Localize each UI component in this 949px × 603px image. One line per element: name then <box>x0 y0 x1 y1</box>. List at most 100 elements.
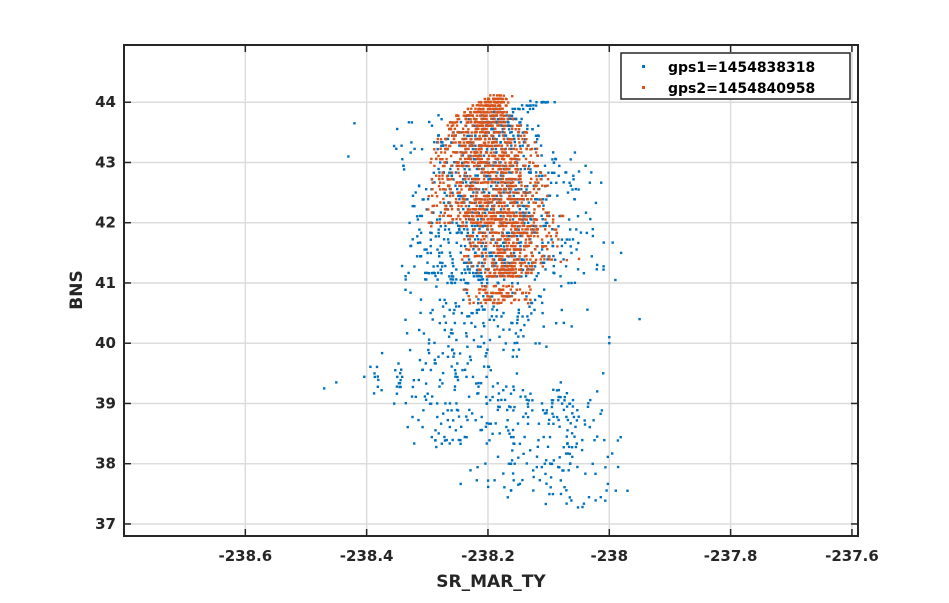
data-point <box>486 144 489 148</box>
data-point <box>471 181 475 184</box>
data-point <box>576 409 579 412</box>
data-point <box>536 445 539 448</box>
data-point <box>608 336 611 339</box>
data-point <box>495 114 498 117</box>
data-point <box>535 218 539 221</box>
data-point <box>512 388 516 392</box>
data-point <box>442 188 445 191</box>
data-point <box>508 177 511 181</box>
data-point <box>500 268 503 271</box>
x-tick-label: -238.4 <box>340 547 394 565</box>
data-point <box>503 168 506 171</box>
data-point <box>538 342 541 345</box>
data-point <box>471 312 474 315</box>
data-point <box>526 167 530 171</box>
data-point <box>509 288 512 291</box>
data-point <box>555 415 559 419</box>
data-point <box>494 157 497 161</box>
data-point <box>567 218 571 221</box>
data-point <box>524 228 527 231</box>
data-point <box>501 255 504 258</box>
data-point <box>511 274 514 278</box>
data-point <box>440 144 443 147</box>
data-point <box>511 321 514 325</box>
axes-box <box>123 44 859 537</box>
data-point <box>455 241 458 244</box>
data-point <box>571 455 574 459</box>
data-point <box>525 131 529 134</box>
data-point <box>476 245 479 248</box>
data-point <box>552 264 555 268</box>
data-point <box>523 134 526 137</box>
data-point <box>482 161 485 164</box>
data-point <box>521 268 525 272</box>
data-point <box>512 268 515 271</box>
data-point <box>503 131 506 134</box>
data-point <box>502 271 506 275</box>
data-point <box>464 214 467 218</box>
data-point <box>523 435 526 439</box>
data-point <box>529 99 532 103</box>
data-point <box>405 332 409 335</box>
data-point <box>466 107 470 111</box>
data-point <box>495 315 498 318</box>
data-point <box>530 241 533 244</box>
data-point <box>485 221 489 224</box>
data-point <box>495 198 498 201</box>
data-point <box>505 154 509 158</box>
data-point <box>447 335 451 338</box>
data-point <box>491 291 494 295</box>
data-point <box>569 228 572 231</box>
x-axis-label: SR_MAR_TY <box>436 572 546 592</box>
data-point <box>514 168 517 171</box>
data-point <box>466 268 469 271</box>
data-point <box>429 244 432 248</box>
data-point <box>478 224 481 228</box>
data-point <box>519 171 522 174</box>
data-point <box>471 188 474 191</box>
data-point <box>459 157 462 161</box>
data-point <box>509 161 513 164</box>
data-point <box>571 238 575 241</box>
data-point <box>465 255 469 258</box>
data-point <box>465 291 469 295</box>
data-point <box>448 171 451 174</box>
data-point <box>492 261 495 264</box>
data-point <box>449 121 452 124</box>
data-point <box>459 218 462 221</box>
data-point <box>480 201 483 204</box>
data-point <box>440 151 443 154</box>
data-point <box>604 466 607 469</box>
data-point <box>438 385 441 388</box>
data-point <box>484 462 487 465</box>
data-point <box>574 187 577 191</box>
data-point <box>477 101 481 104</box>
data-point <box>501 114 504 117</box>
data-point <box>530 231 533 235</box>
data-point <box>512 409 515 412</box>
data-point <box>573 151 577 154</box>
data-point <box>436 264 439 268</box>
data-point <box>419 311 422 315</box>
axes <box>123 44 859 537</box>
data-point <box>474 144 477 147</box>
data-point <box>514 228 517 231</box>
data-point <box>410 395 414 398</box>
data-point <box>508 268 511 271</box>
data-point <box>573 198 576 201</box>
data-point <box>505 385 508 388</box>
data-point <box>474 198 477 201</box>
data-point <box>556 245 559 248</box>
data-point <box>531 128 534 131</box>
data-point <box>516 275 519 278</box>
data-point <box>510 130 513 134</box>
data-point <box>415 255 419 258</box>
data-point <box>465 147 468 151</box>
data-point <box>484 164 487 167</box>
data-point <box>564 265 568 268</box>
data-point <box>417 378 420 382</box>
data-point <box>443 161 446 164</box>
data-point <box>487 268 490 271</box>
data-point <box>479 161 482 164</box>
data-point <box>439 422 443 425</box>
